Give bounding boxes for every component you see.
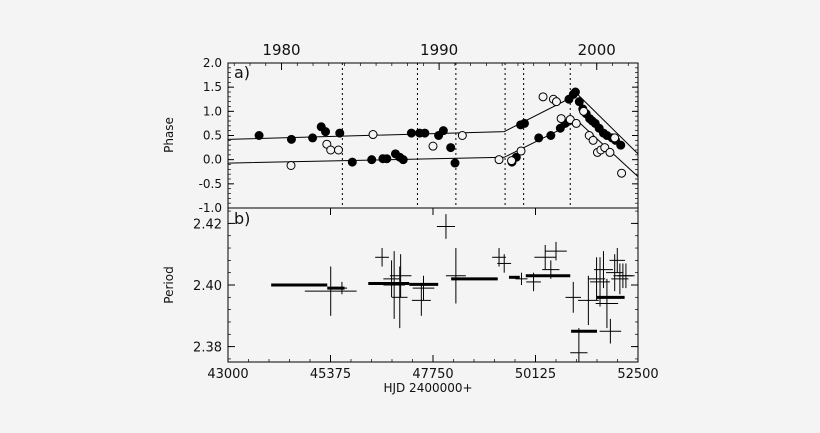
y-tick-label: 2.0 (203, 56, 222, 70)
panel-a-vlines (341, 63, 571, 208)
open-point (556, 114, 566, 124)
panel-b: b) Period HJD 2400000+ 2.42 2.40 2.38 4300… (162, 207, 659, 395)
filled-point (254, 131, 264, 140)
filled-point (308, 133, 318, 143)
filled-point (519, 118, 529, 128)
x-tick-label: 50125 (515, 367, 556, 382)
filled-point (420, 128, 430, 138)
open-point (368, 130, 378, 140)
open-point (610, 133, 620, 143)
open-point (617, 168, 627, 178)
open-point (571, 118, 581, 128)
y-tick-label: 0.5 (203, 129, 222, 143)
open-point (538, 92, 548, 102)
filled-point (616, 140, 626, 150)
panel-b-xlabel: HJD 2400000+ (383, 381, 472, 395)
panel-a-top-axis: 1980 1990 2000 (233, 41, 629, 70)
x-tick-label: 47750 (412, 367, 453, 382)
panel-b-error-points (304, 214, 635, 362)
filled-point (574, 97, 584, 107)
panel-a: a) Phase 2.0 1.5 1.0 0.5 0.0 -0.5 -1.0 1980 199… (162, 41, 639, 215)
open-point (551, 97, 561, 107)
top-tick-label: 1990 (420, 41, 458, 59)
y-tick-label: 1.5 (203, 80, 222, 94)
panel-b-ylabel: Period (162, 266, 176, 303)
filled-point (406, 128, 416, 138)
fit-line (227, 93, 639, 155)
filled-point (438, 126, 448, 136)
open-point (428, 141, 438, 151)
open-point (516, 146, 526, 156)
x-tick-label: 45375 (310, 367, 351, 382)
open-point (333, 145, 343, 155)
top-tick-label: 1980 (262, 41, 300, 59)
filled-point (450, 158, 460, 168)
y-tick-label: 2.42 (193, 217, 222, 232)
y-tick-label: 0.0 (203, 153, 222, 167)
open-point (579, 106, 589, 116)
open-point (326, 145, 336, 155)
filled-point (321, 127, 331, 137)
y-tick-label: 1.0 (203, 104, 222, 118)
panel-b-x-axis: 43000 45375 47750 50125 52500 (207, 208, 659, 382)
filled-point (534, 133, 544, 143)
filled-point (446, 143, 456, 153)
x-tick-label: 52500 (617, 367, 658, 382)
filled-point (347, 157, 357, 167)
filled-point (382, 154, 392, 164)
filled-point (367, 155, 377, 165)
filled-point (570, 87, 580, 97)
filled-point (335, 128, 345, 138)
open-point (507, 156, 517, 166)
open-point (286, 160, 296, 170)
y-tick-label: 2.40 (193, 279, 222, 294)
open-point (588, 135, 598, 145)
open-point (605, 147, 615, 157)
panel-b-label: b) (234, 209, 250, 228)
y-tick-label: -0.5 (199, 177, 222, 191)
open-point (494, 155, 504, 165)
panel-b-segments (271, 274, 625, 333)
panel-b-y-axis: 2.42 2.40 2.38 (193, 210, 638, 360)
y-tick-label: 2.38 (193, 341, 222, 356)
y-tick-label: -1.0 (199, 201, 222, 215)
panel-a-y-axis: 2.0 1.5 1.0 0.5 0.0 -0.5 -1.0 (199, 56, 638, 215)
panel-a-label: a) (234, 63, 250, 82)
filled-point (546, 131, 556, 140)
top-tick-label: 2000 (578, 41, 616, 59)
panel-a-ylabel: Phase (162, 117, 176, 153)
x-tick-label: 43000 (207, 367, 248, 382)
filled-point (286, 134, 296, 144)
panel-a-points (254, 87, 627, 178)
filled-point (398, 155, 408, 165)
open-point (457, 131, 467, 140)
